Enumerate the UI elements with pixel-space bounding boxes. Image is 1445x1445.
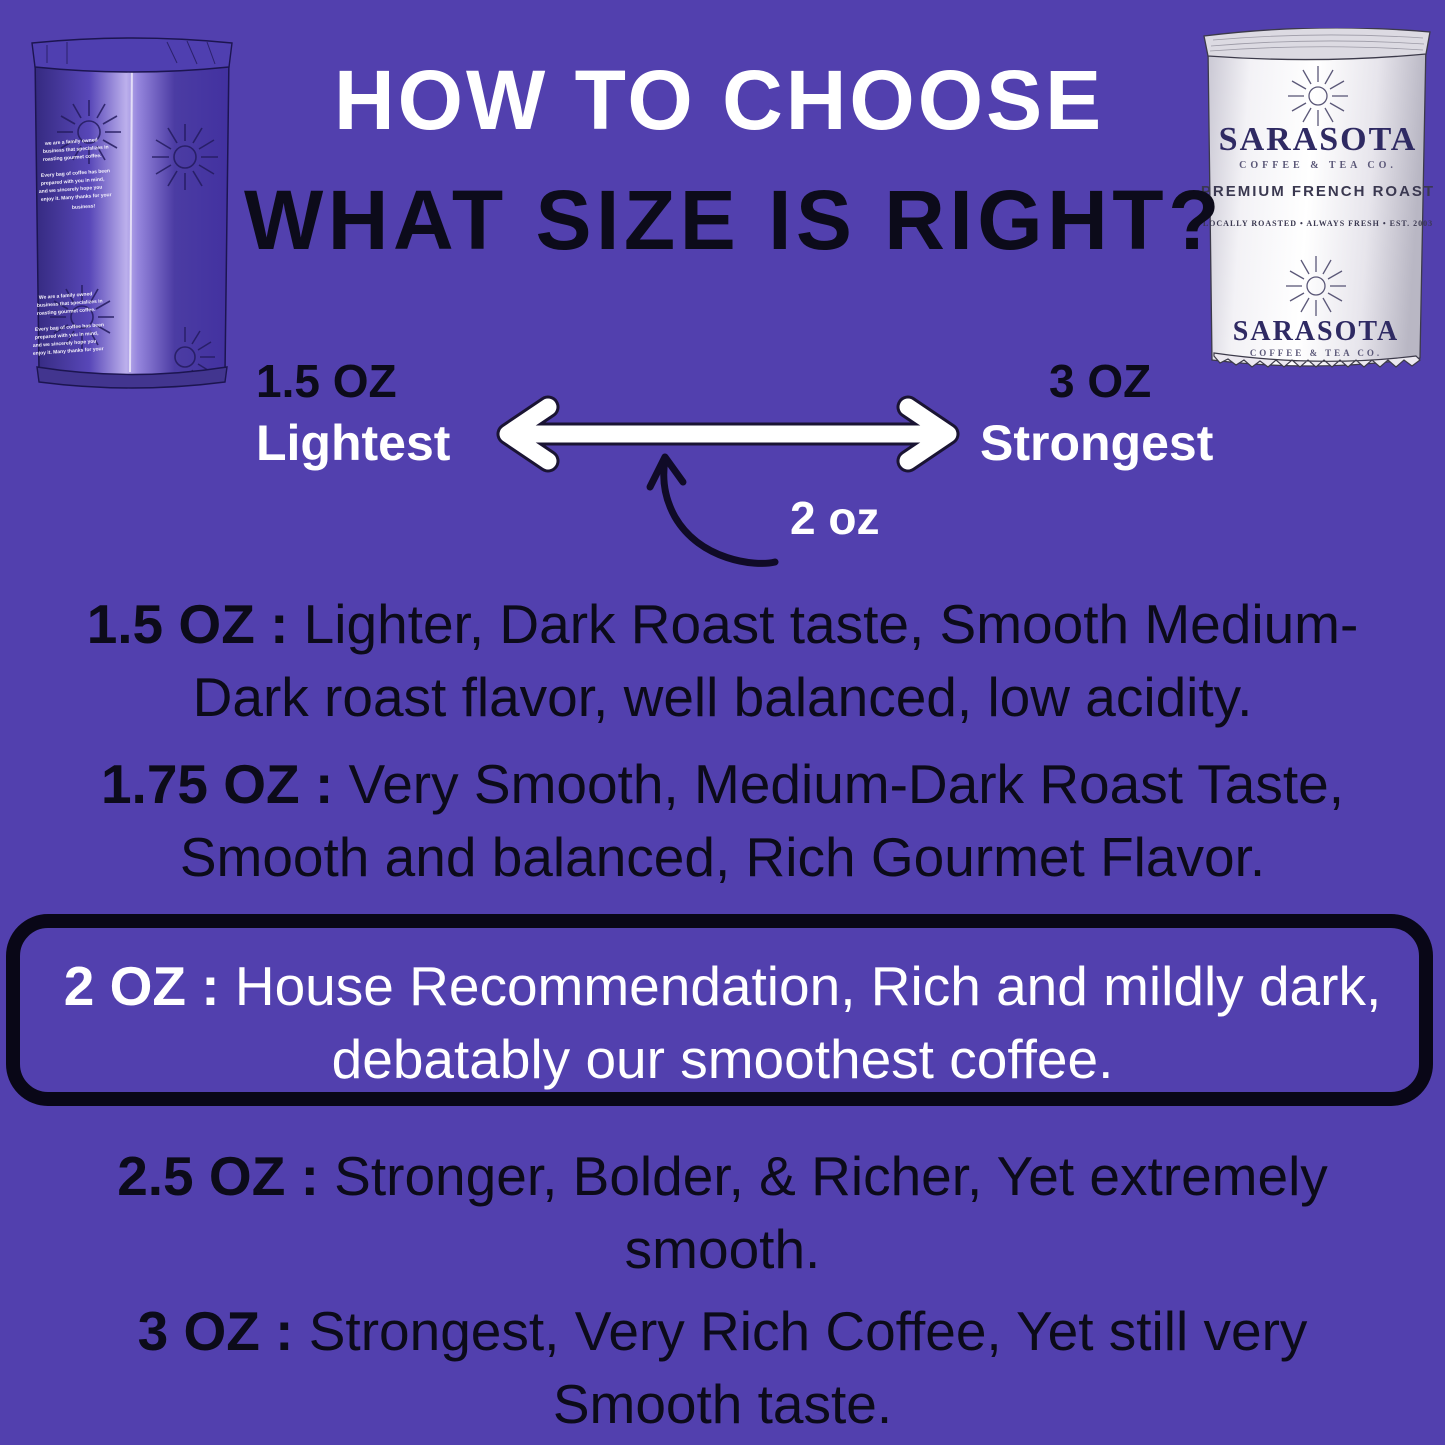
svg-text:COFFEE & TEA CO.: COFFEE & TEA CO. <box>1250 348 1382 358</box>
svg-text:COFFEE & TEA CO.: COFFEE & TEA CO. <box>1239 160 1397 171</box>
svg-text:SARASOTA: SARASOTA <box>1233 316 1399 347</box>
